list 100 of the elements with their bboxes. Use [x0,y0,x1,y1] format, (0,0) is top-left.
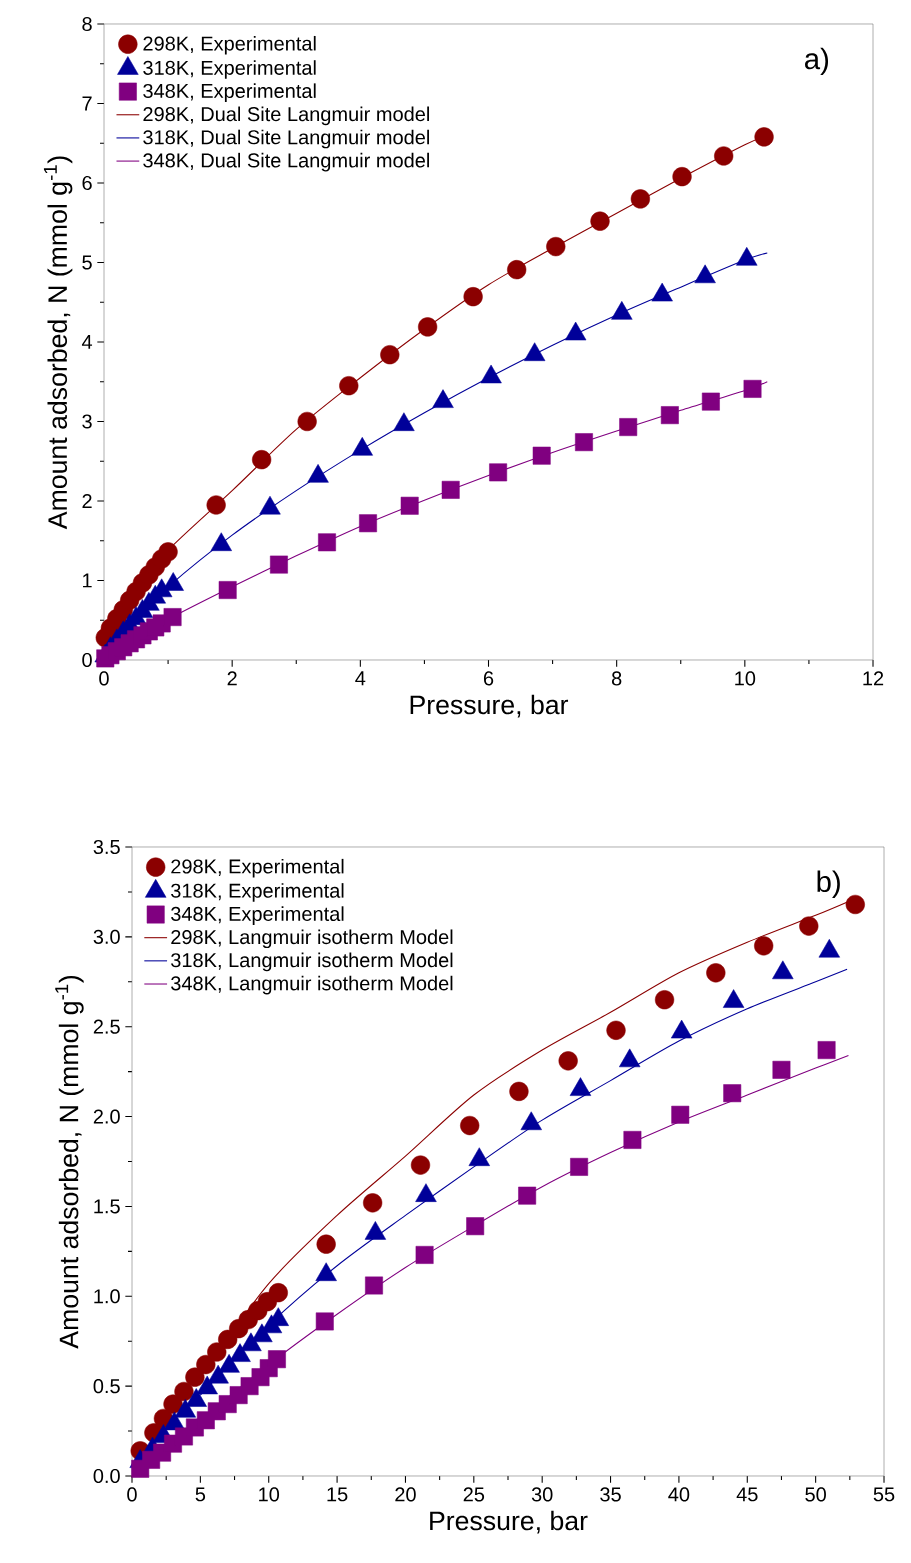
point [509,1081,529,1102]
point [380,345,400,365]
point [363,1193,383,1213]
point [754,127,774,147]
y-axis-title: Amount adsorbed, N (mmol g$^{-1}$) [43,156,73,530]
y-axis-title: Amount adsorbed, N (mmol g$^{-1}$) [55,975,84,1349]
annotation: a) [805,47,829,76]
point [706,963,726,983]
point [163,1394,183,1414]
legend-label: 318K, Experimental [171,883,344,902]
x-tick-label: 30 [531,1487,553,1502]
point [163,608,182,626]
point [623,1130,642,1149]
point [671,1105,690,1124]
point [339,376,359,396]
legend-label: 318K, Dual Site Langmuir model [143,129,429,149]
y-tick-label: 1 [83,573,92,588]
y-tick-label: 2.5 [93,1019,120,1034]
point [316,1234,336,1254]
point [196,1354,216,1375]
point [185,1367,205,1387]
x-axis-title: Pressure, bar [410,694,569,718]
point [845,894,865,915]
point [218,581,237,599]
point [723,1084,742,1103]
x-tick-label: 25 [463,1487,485,1502]
y-tick-label: 1.0 [94,1289,120,1304]
point [297,411,317,432]
y-tick-label: 3.5 [93,839,120,855]
point [268,1283,288,1303]
point [466,1217,485,1236]
point [507,260,527,280]
point [463,287,483,307]
legend-label: 298K, Experimental [171,858,344,878]
legend-label: 348K, Langmuir isotherm Model [171,975,453,995]
y-tick-label: 5 [82,255,92,270]
x-tick-label: 8 [611,671,622,686]
y-tick-label: 0.5 [93,1379,120,1394]
y-tick-label: 3 [82,414,92,429]
legend-label: 298K, Langmuir isotherm Model [171,929,453,949]
x-tick-label: 35 [600,1487,621,1502]
x-axis-title: Pressure, bar [430,1510,588,1534]
x-tick-label: 20 [395,1487,416,1502]
point [359,514,377,533]
point [206,495,226,515]
y-tick-label: 2.0 [93,1109,120,1124]
point [701,392,720,411]
y-tick-label: 2 [82,494,92,508]
point [252,450,272,470]
point [158,542,178,562]
annotation: b) [817,870,840,898]
point [590,211,610,231]
point [418,317,438,337]
y-tick-label: 0.0 [93,1468,120,1484]
point [489,463,508,482]
x-tick-label: 55 [873,1487,895,1502]
x-tick-label: 10 [735,671,756,686]
legend-label: 298K, Experimental [143,35,316,55]
y-tick-label: 7 [82,96,92,111]
y-tick-label: 8 [82,16,92,32]
x-tick-label: 10 [259,1487,280,1502]
point [207,1342,227,1362]
y-tick-label: 1.5 [94,1199,120,1214]
point [817,1041,836,1060]
x-tick-label: 45 [736,1487,758,1502]
point [672,167,692,187]
point [460,1115,480,1136]
point [410,1155,431,1175]
legend-label: 348K, Dual Site Langmuir model [143,152,429,172]
x-tick-label: 12 [863,671,884,686]
x-tick-label: 0 [127,1487,137,1502]
x-tick-label: 6 [483,671,494,686]
point [318,533,336,552]
x-tick-label: 40 [668,1487,690,1502]
point [570,1157,589,1176]
point [575,433,593,452]
y-tick-label: 4 [81,335,93,349]
point [400,496,419,515]
y-tick-label: 0 [82,652,92,668]
point [630,189,650,209]
point [654,990,675,1010]
legend-label: 348K, Experimental [171,906,344,925]
point [270,555,288,574]
y-tick-label: 3.0 [93,929,120,944]
legend-label: 348K, Experimental [143,83,316,102]
point [365,1276,383,1295]
point [754,936,774,956]
point [619,418,638,436]
legend-label: 318K, Experimental [143,60,316,79]
point [518,1186,537,1205]
point [772,1060,791,1079]
point [606,1020,626,1040]
y-tick-label: 6 [82,175,92,191]
legend-label: 298K, Dual Site Langmuir model [143,106,429,126]
x-tick-label: 5 [195,1487,206,1502]
point [415,1246,434,1264]
point [743,379,762,398]
point [315,1312,334,1331]
x-tick-label: 4 [355,671,366,686]
point [441,480,460,499]
